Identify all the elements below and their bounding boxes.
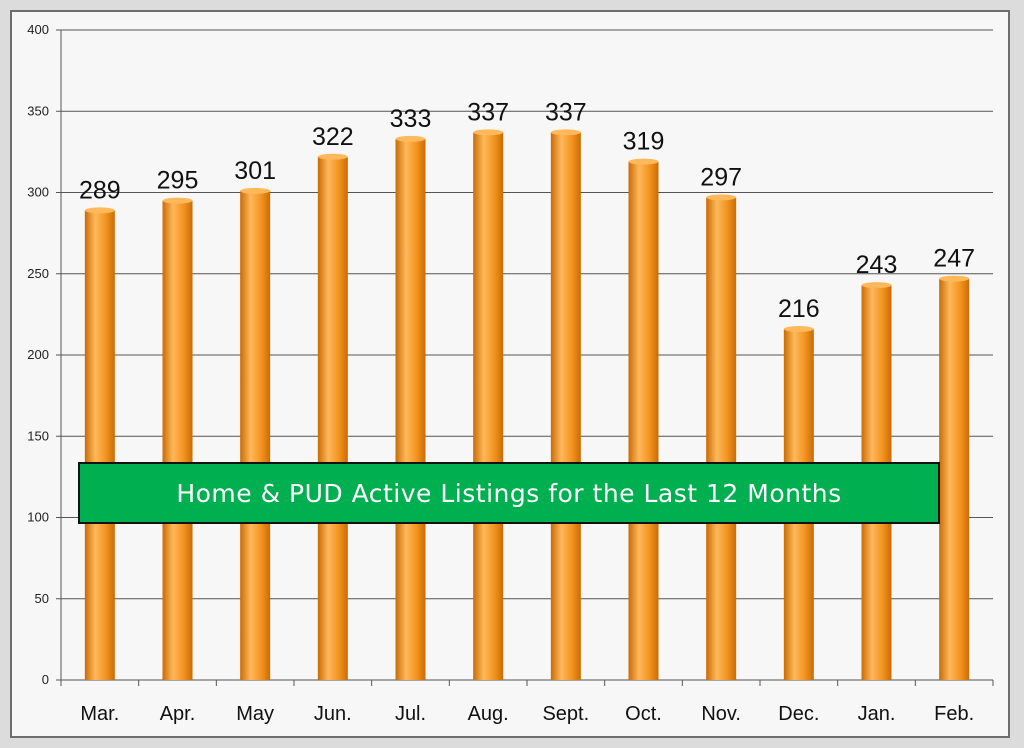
bar-top xyxy=(317,153,348,160)
data-label: 243 xyxy=(856,251,898,279)
x-tick-label: Aug. xyxy=(468,703,509,725)
bar-top xyxy=(783,326,814,332)
chart-title-box: Home & PUD Active Listings for the Last … xyxy=(78,462,940,524)
bar-top xyxy=(550,129,581,136)
data-label: 216 xyxy=(778,295,820,323)
bar xyxy=(240,190,271,680)
x-tick-label: Mar. xyxy=(80,703,119,725)
data-label: 295 xyxy=(157,167,199,195)
bar xyxy=(550,132,581,680)
bars xyxy=(84,129,970,680)
x-tick-label: Apr. xyxy=(160,703,196,725)
data-label: 333 xyxy=(390,105,432,133)
y-tick-label: 350 xyxy=(27,103,49,118)
y-tick-label: 50 xyxy=(35,591,49,606)
y-tick-label: 0 xyxy=(42,672,49,687)
bar xyxy=(473,132,504,680)
data-label: 322 xyxy=(312,123,354,151)
data-label: 337 xyxy=(545,98,587,126)
bar xyxy=(706,197,737,680)
x-tick-label: Jun. xyxy=(314,703,352,725)
x-tick-label: Jul. xyxy=(395,703,426,725)
bar xyxy=(162,200,193,680)
y-tick-label: 400 xyxy=(27,22,49,37)
bar xyxy=(395,138,426,680)
data-labels: 289 295 301 322 333 337 337 319 297 216 243 247 xyxy=(79,98,975,323)
x-tick-label: Oct. xyxy=(625,703,662,725)
axes: 0 50 100 150 200 250 300 350 400 Mar. Apr. May Jun. J… xyxy=(27,22,994,725)
data-label: 247 xyxy=(933,245,975,273)
data-label: 301 xyxy=(234,157,276,185)
y-tick-label: 200 xyxy=(27,347,49,362)
chart-title: Home & PUD Active Listings for the Last … xyxy=(176,478,842,508)
data-label: 297 xyxy=(700,163,742,191)
y-tick-label: 300 xyxy=(27,185,49,200)
x-tick-label: Feb. xyxy=(934,703,974,725)
y-tick-label: 100 xyxy=(27,510,49,525)
x-tick-label: Dec. xyxy=(778,703,819,725)
y-tick-label: 250 xyxy=(27,266,49,281)
bar-top xyxy=(628,158,659,165)
bar-top xyxy=(939,275,970,282)
x-tick-label: May xyxy=(236,703,274,725)
bar xyxy=(317,156,348,680)
bar-top xyxy=(861,282,892,289)
gridlines xyxy=(61,29,993,681)
bar-top xyxy=(395,135,426,142)
bar-top xyxy=(706,194,737,201)
bar-top xyxy=(84,207,115,214)
bar xyxy=(939,278,970,680)
data-label: 337 xyxy=(467,98,509,126)
bar xyxy=(628,161,659,680)
bar-top xyxy=(162,197,193,204)
x-tick-label: Sept. xyxy=(542,703,589,725)
x-tick-label: Nov. xyxy=(701,703,741,725)
y-tick-label: 150 xyxy=(27,428,49,443)
data-label: 319 xyxy=(623,128,665,156)
bar-top xyxy=(473,129,504,136)
x-tick-label: Jan. xyxy=(858,703,896,725)
bar xyxy=(84,210,115,680)
data-label: 289 xyxy=(79,176,121,204)
bar-top xyxy=(240,187,271,194)
